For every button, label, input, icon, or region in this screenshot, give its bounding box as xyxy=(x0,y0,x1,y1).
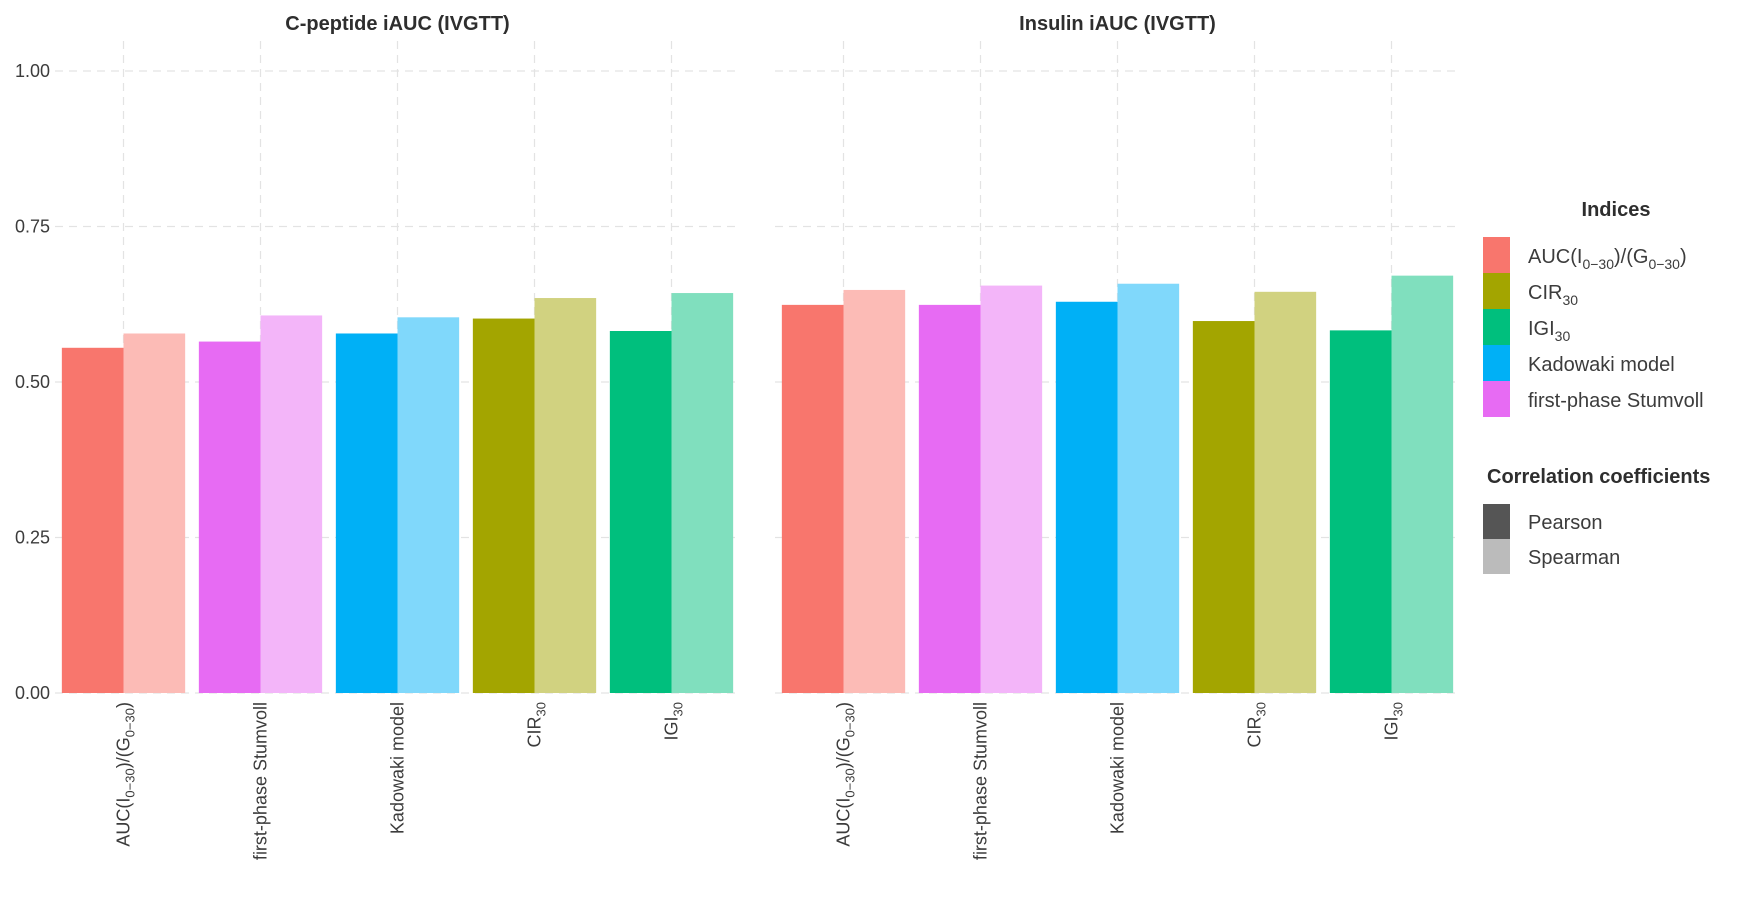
bar-spearman-igi xyxy=(1391,275,1454,693)
label-text: ) xyxy=(834,702,854,708)
y-tick-label: 0.75 xyxy=(15,217,50,237)
legend: IndicesAUC(I0−30)/(G0−30)CIR30IGI30Kadow… xyxy=(1483,199,1710,574)
legend-swatch-index xyxy=(1483,345,1510,381)
bar-pearson-auc xyxy=(61,347,124,693)
legend-label-correlation: Pearson xyxy=(1528,512,1603,534)
label-text: IGI xyxy=(662,716,682,740)
label-text: Kadowaki model xyxy=(1108,702,1128,834)
label-text: Kadowaki model xyxy=(1528,354,1675,376)
legend-swatch-correlation xyxy=(1483,504,1510,539)
bar-pearson-igi xyxy=(609,330,672,693)
bar-spearman-cir xyxy=(1254,291,1317,693)
label-text: Kadowaki model xyxy=(388,702,408,834)
label-text: )/(G xyxy=(834,737,854,768)
legend-label-correlation: Spearman xyxy=(1528,547,1620,569)
legend-swatch-index xyxy=(1483,273,1510,309)
bar-pearson-stumvoll xyxy=(198,341,261,693)
bar-pearson-igi xyxy=(1329,330,1392,693)
bar-pearson-kadowaki xyxy=(335,333,398,693)
y-tick-label: 0.50 xyxy=(15,372,50,392)
label-text: AUC(I xyxy=(834,798,854,847)
facet-panel-1: C-peptide iAUC (IVGTT)AUC(I0−30)/(G0−30)… xyxy=(55,13,740,860)
bar-spearman-igi xyxy=(671,293,734,693)
bar-pearson-cir xyxy=(1192,321,1255,693)
label-text: AUC(I xyxy=(1528,246,1582,268)
label-text: ) xyxy=(114,702,134,708)
label-subscript: 30 xyxy=(671,702,686,716)
legend-swatch-index xyxy=(1483,381,1510,417)
legend-label-index: IGI30 xyxy=(1528,318,1570,344)
legend-title-correlation: Correlation coefficients xyxy=(1487,466,1710,488)
facet-title: C-peptide iAUC (IVGTT) xyxy=(285,13,509,35)
x-tick-label: AUC(I0−30)/(G0−30) xyxy=(114,702,138,847)
legend-label-index: Kadowaki model xyxy=(1528,354,1675,376)
bar-pearson-stumvoll xyxy=(918,304,981,693)
legend-swatch-index xyxy=(1483,309,1510,345)
label-subscript: 30 xyxy=(1555,328,1571,344)
facet-panel-2: Insulin iAUC (IVGTT)AUC(I0−30)/(G0−30) fi… xyxy=(775,13,1460,860)
bar-spearman-auc xyxy=(123,333,186,693)
label-subscript: 30 xyxy=(534,702,549,716)
bar-spearman-auc xyxy=(843,289,906,693)
legend-label-index: AUC(I0−30)/(G0−30) xyxy=(1528,246,1687,272)
y-tick-label: 0.25 xyxy=(15,528,50,548)
label-text: CIR xyxy=(1245,716,1265,747)
legend-label-index: first-phase Stumvoll xyxy=(1528,390,1704,412)
x-tick-label: first-phase Stumvoll xyxy=(971,702,991,860)
label-text: AUC(I xyxy=(114,798,134,847)
facet-title: Insulin iAUC (IVGTT) xyxy=(1019,13,1216,35)
legend-title-indices: Indices xyxy=(1582,199,1651,221)
label-subscript: 30 xyxy=(1391,702,1406,716)
label-text: IGI xyxy=(1528,318,1555,340)
bar-pearson-kadowaki xyxy=(1055,301,1118,693)
label-text: first-phase Stumvoll xyxy=(251,702,271,860)
y-tick-label: 0.00 xyxy=(15,683,50,703)
x-tick-label: AUC(I0−30)/(G0−30) xyxy=(834,702,858,847)
legend-label-index: CIR30 xyxy=(1528,282,1578,308)
x-tick-label: Kadowaki model xyxy=(388,702,408,834)
label-text: IGI xyxy=(1382,716,1402,740)
x-tick-label: CIR30 xyxy=(525,702,549,747)
x-tick-label: IGI30 xyxy=(1382,702,1406,740)
x-tick-label: CIR30 xyxy=(1245,702,1269,747)
label-subscript: 0−30 xyxy=(1582,256,1614,272)
label-subscript: 0−30 xyxy=(843,708,858,737)
y-tick-label: 1.00 xyxy=(15,61,50,81)
label-subscript: 0−30 xyxy=(123,768,138,797)
label-subscript: 0−30 xyxy=(843,768,858,797)
bar-spearman-stumvoll xyxy=(260,315,323,693)
label-subscript: 30 xyxy=(1562,292,1578,308)
label-text: first-phase Stumvoll xyxy=(971,702,991,860)
bar-pearson-cir xyxy=(472,318,535,693)
x-tick-label: first-phase Stumvoll xyxy=(251,702,271,860)
label-text: )/(G xyxy=(114,737,134,768)
label-text: )/(G xyxy=(1614,246,1648,268)
label-text: ) xyxy=(1680,246,1687,268)
legend-swatch-index xyxy=(1483,237,1510,273)
label-subscript: 30 xyxy=(1254,702,1269,716)
bar-spearman-kadowaki xyxy=(1117,283,1180,693)
x-tick-label: Kadowaki model xyxy=(1108,702,1128,834)
bar-spearman-cir xyxy=(534,298,597,693)
bar-pearson-auc xyxy=(781,304,844,693)
label-subscript: 0−30 xyxy=(1648,256,1680,272)
bar-spearman-kadowaki xyxy=(397,317,460,693)
x-tick-label: IGI30 xyxy=(662,702,686,740)
label-subscript: 0−30 xyxy=(123,708,138,737)
legend-swatch-correlation xyxy=(1483,539,1510,574)
label-text: CIR xyxy=(1528,282,1562,304)
label-text: CIR xyxy=(525,716,545,747)
bar-spearman-stumvoll xyxy=(980,285,1043,693)
label-text: first-phase Stumvoll xyxy=(1528,390,1704,412)
